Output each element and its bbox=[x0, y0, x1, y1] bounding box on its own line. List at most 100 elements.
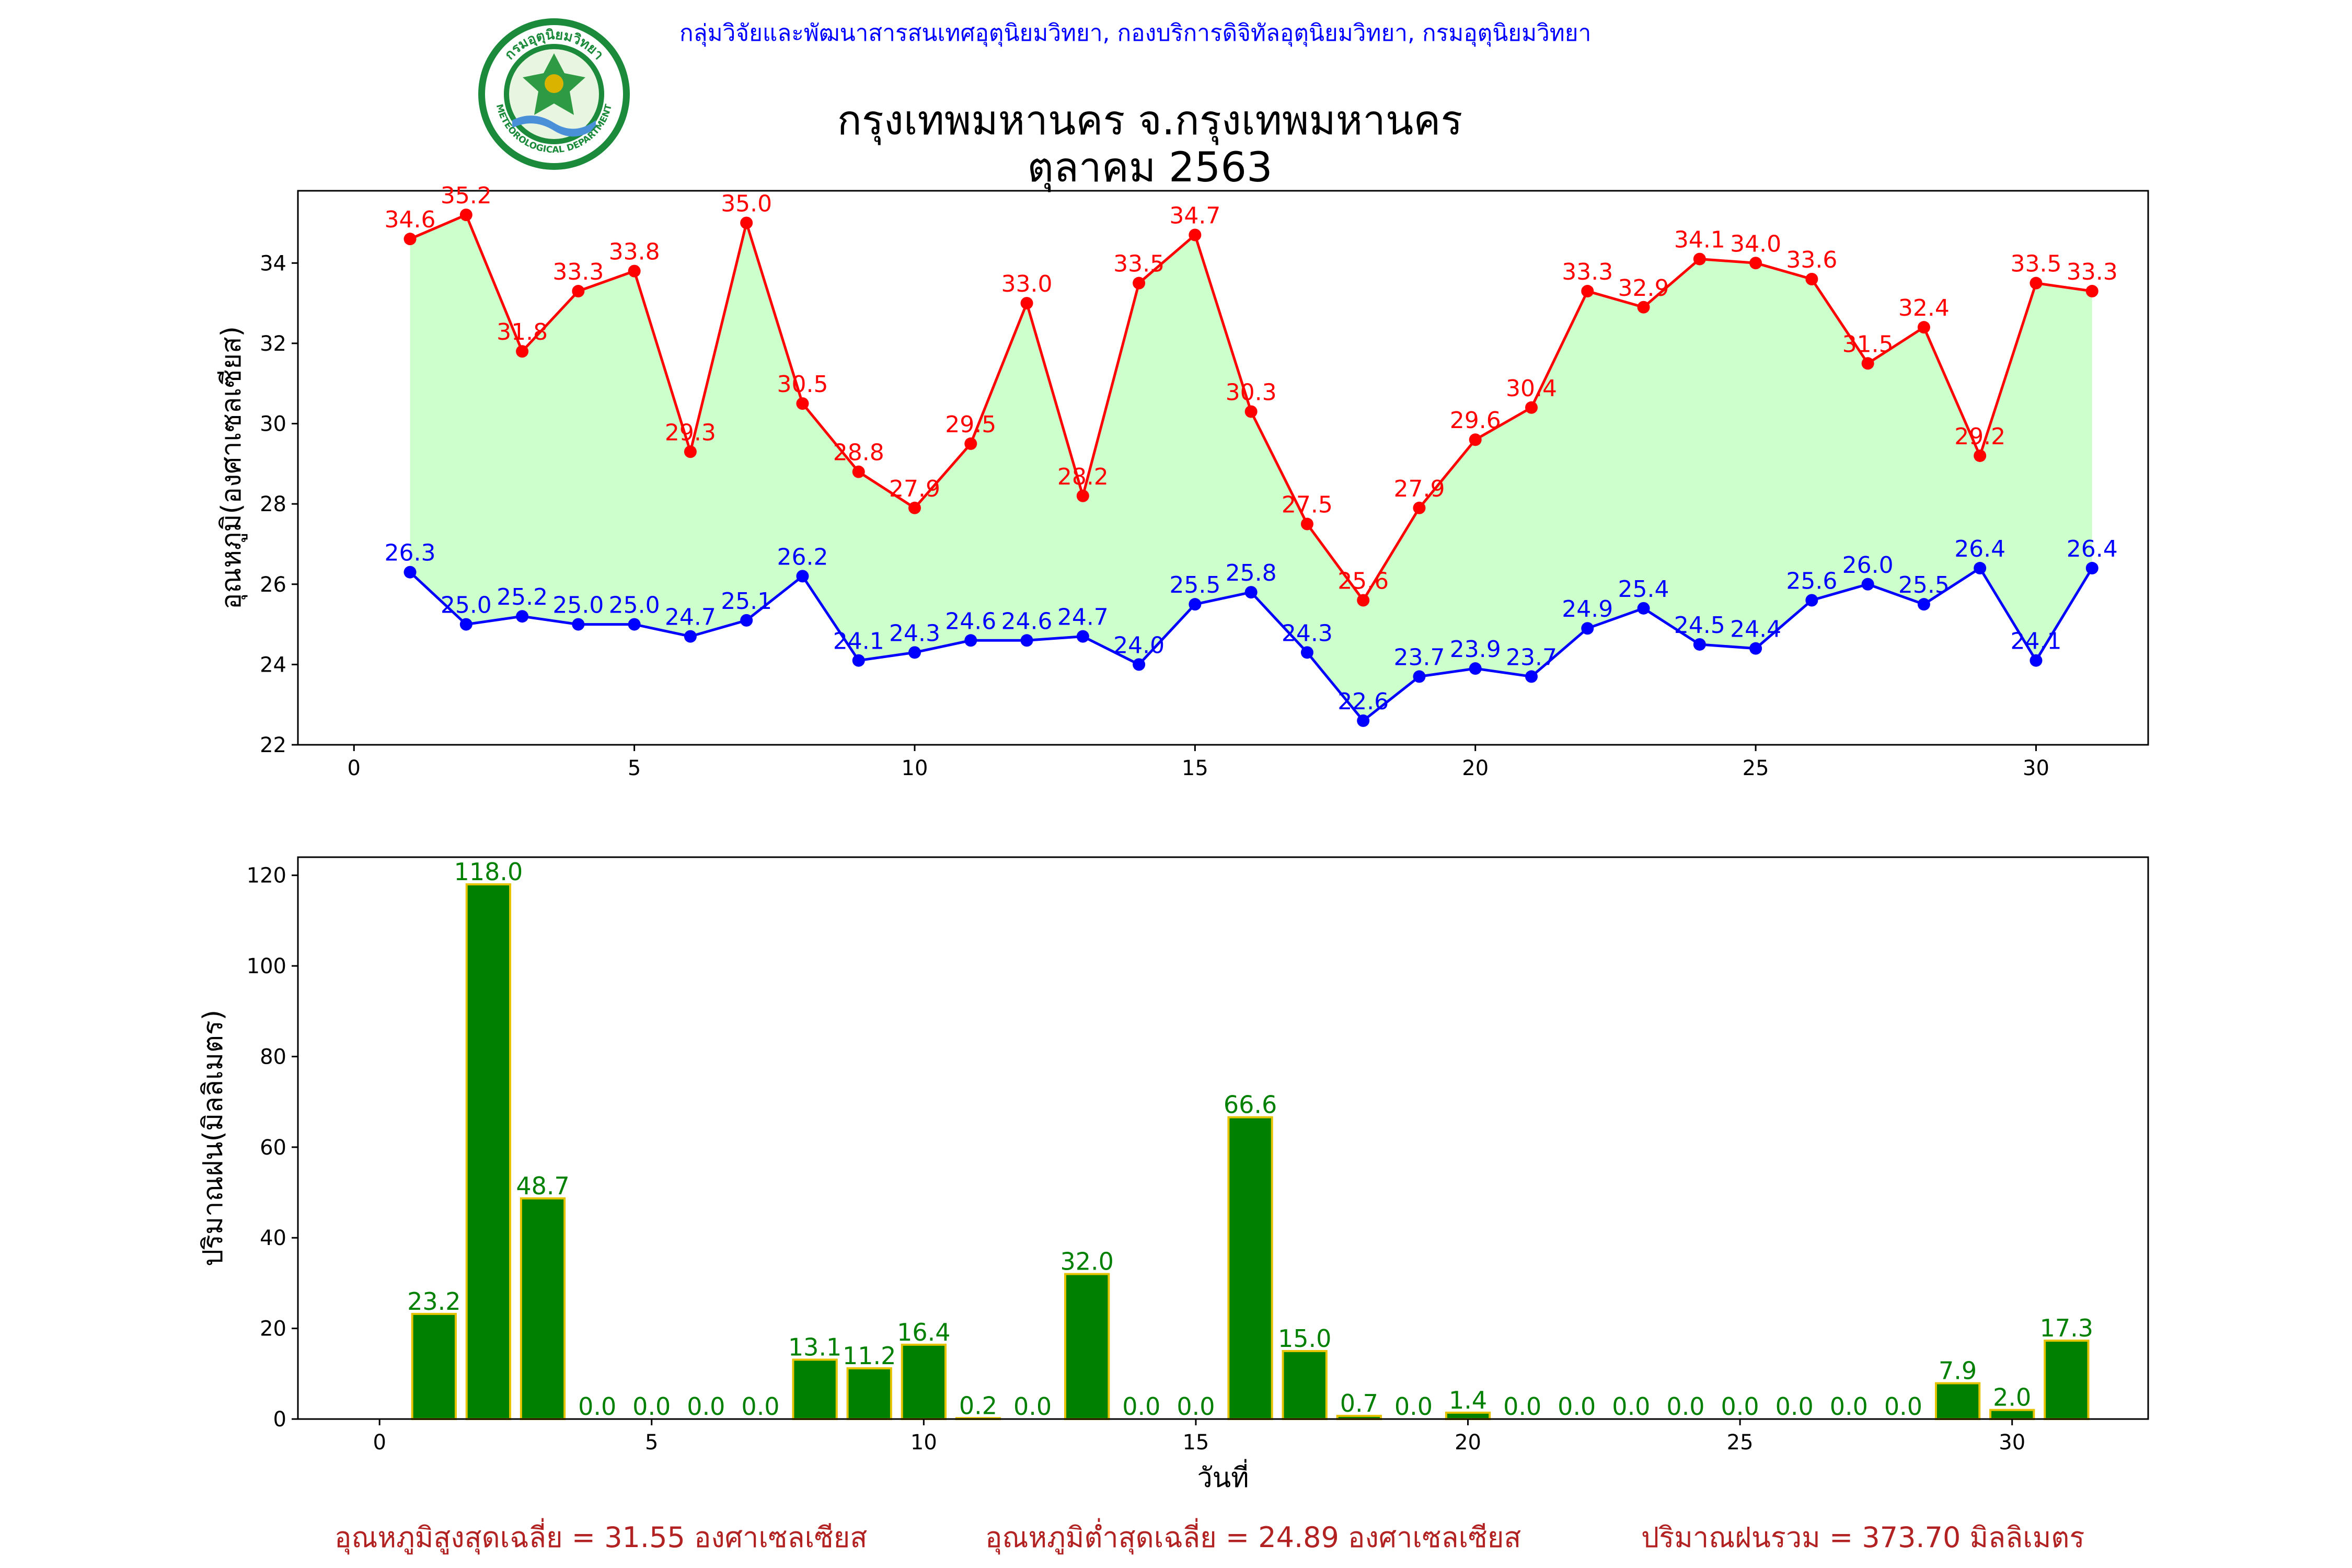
avg-min-temp-text: อุณหภูมิต่ำสุดเฉลี่ย = 24.89 องศาเซลเซีย… bbox=[985, 1521, 1521, 1554]
min-temp-point bbox=[628, 618, 641, 631]
min-temp-label: 24.4 bbox=[1730, 616, 1781, 643]
max-temp-point bbox=[1637, 301, 1650, 314]
max-temp-point bbox=[1749, 257, 1762, 270]
min-temp-point bbox=[1357, 714, 1370, 727]
temperature-range-fill bbox=[410, 215, 2092, 721]
max-temp-label: 34.6 bbox=[385, 206, 436, 233]
max-temp-label: 35.0 bbox=[721, 190, 772, 217]
max-temp-point bbox=[1244, 405, 1258, 418]
rain-bar-label: 0.0 bbox=[1775, 1392, 1814, 1421]
max-temp-label: 31.8 bbox=[497, 319, 548, 345]
x-tick-label: 15 bbox=[1182, 756, 1208, 780]
rain-bar-label: 0.0 bbox=[1503, 1392, 1541, 1421]
min-temp-label: 24.5 bbox=[1674, 612, 1725, 639]
x-axis-label: วันที่ bbox=[1197, 1459, 1249, 1494]
min-temp-point bbox=[1974, 562, 1987, 575]
x-tick-label: 5 bbox=[645, 1431, 658, 1455]
rain-bar-label: 0.0 bbox=[1177, 1392, 1215, 1421]
min-temp-point bbox=[1133, 658, 1146, 671]
y-axis-label: ปริมาณฝน(มิลลิเมตร) bbox=[198, 1010, 229, 1266]
max-temp-point bbox=[1413, 501, 1426, 514]
y-tick-label: 34 bbox=[260, 251, 286, 275]
min-temp-label: 26.3 bbox=[385, 540, 436, 567]
max-temp-label: 30.3 bbox=[1226, 379, 1277, 406]
x-tick-label: 25 bbox=[1727, 1431, 1754, 1455]
min-temp-point bbox=[908, 646, 921, 659]
rain-bar-label: 0.0 bbox=[1830, 1392, 1868, 1421]
max-temp-label: 33.8 bbox=[609, 239, 660, 266]
max-temp-label: 33.6 bbox=[1786, 247, 1837, 273]
max-temp-label: 34.0 bbox=[1730, 230, 1781, 257]
x-tick-label: 20 bbox=[1455, 1431, 1481, 1455]
min-temp-label: 26.4 bbox=[2067, 536, 2118, 562]
rain-bar-label: 0.2 bbox=[959, 1391, 997, 1420]
min-temp-label: 24.6 bbox=[1001, 608, 1053, 635]
max-temp-point bbox=[1917, 321, 1930, 334]
max-temp-label: 32.4 bbox=[1898, 295, 1950, 321]
temperature-chart: 0 5 10 15 20 25 30 22 24 26 28 30 32 34 อุณหภูมิ(องศาเ… bbox=[216, 182, 2149, 780]
max-temp-label: 28.2 bbox=[1057, 464, 1109, 490]
chart-title-month: ตุลาคม 2563 bbox=[1027, 144, 1273, 191]
rain-bar bbox=[520, 1197, 566, 1421]
min-temp-point bbox=[1805, 594, 1818, 607]
min-temp-label: 25.0 bbox=[552, 592, 604, 619]
max-temp-point bbox=[796, 397, 809, 410]
max-temp-label: 33.0 bbox=[1001, 271, 1053, 297]
min-temp-label: 24.7 bbox=[665, 604, 716, 631]
min-temp-point bbox=[1917, 598, 1930, 611]
rain-bar bbox=[2044, 1340, 2090, 1421]
y-tick-label: 22 bbox=[260, 733, 286, 757]
avg-max-temp-text: อุณหภูมิสูงสุดเฉลี่ย = 31.55 องศาเซลเซีย… bbox=[335, 1521, 868, 1554]
max-temp-point bbox=[628, 264, 641, 278]
max-temp-label: 29.5 bbox=[945, 411, 996, 438]
rain-bar-label: 23.2 bbox=[407, 1287, 460, 1316]
min-temp-point bbox=[403, 566, 417, 579]
min-temp-point bbox=[1076, 630, 1089, 643]
max-temp-point bbox=[1189, 228, 1202, 241]
max-temp-point bbox=[1300, 517, 1313, 531]
max-temp-point bbox=[964, 437, 977, 450]
max-temp-label: 25.6 bbox=[1338, 568, 1389, 594]
x-tick-label: 30 bbox=[2023, 756, 2049, 780]
max-temp-label: 27.5 bbox=[1282, 492, 1333, 518]
min-temp-label: 25.0 bbox=[441, 592, 492, 619]
rain-bar-label: 66.6 bbox=[1224, 1091, 1277, 1119]
credit-line: กลุ่มวิจัยและพัฒนาสารสนเทศอุตุนิยมวิทยา,… bbox=[679, 20, 1592, 47]
min-temp-label: 25.6 bbox=[1786, 568, 1837, 594]
rain-bar bbox=[1934, 1382, 1981, 1421]
min-temp-point bbox=[516, 610, 529, 623]
rain-bar-label: 0.0 bbox=[578, 1392, 616, 1421]
max-temp-point bbox=[1974, 449, 1987, 462]
x-tick-label: 5 bbox=[628, 756, 641, 780]
min-temp-point bbox=[1525, 670, 1538, 683]
rain-bar-label: 32.0 bbox=[1060, 1248, 1113, 1276]
y-tick-label: 100 bbox=[247, 954, 286, 978]
min-temp-label: 23.7 bbox=[1393, 644, 1445, 671]
rain-bar-label: 0.0 bbox=[1013, 1392, 1052, 1421]
max-temp-point bbox=[1357, 594, 1370, 607]
min-temp-point bbox=[796, 570, 809, 583]
rain-bar bbox=[846, 1367, 892, 1421]
y-tick-label: 24 bbox=[260, 653, 286, 677]
min-temp-label: 24.7 bbox=[1057, 604, 1109, 631]
max-temp-label: 35.2 bbox=[441, 182, 492, 209]
rain-bar-label: 0.0 bbox=[741, 1392, 779, 1421]
min-temp-point bbox=[2085, 562, 2099, 575]
max-temp-point bbox=[1469, 433, 1482, 446]
min-temp-label: 24.1 bbox=[2010, 628, 2061, 655]
max-temp-label: 29.2 bbox=[1954, 423, 2005, 450]
min-temp-label: 22.6 bbox=[1338, 688, 1389, 715]
rain-bar-label: 0.0 bbox=[1122, 1392, 1160, 1421]
max-temp-point bbox=[1805, 272, 1818, 285]
min-temp-label: 25.4 bbox=[1618, 576, 1669, 603]
max-temp-point bbox=[572, 285, 585, 298]
max-temp-label: 30.4 bbox=[1506, 375, 1557, 402]
rain-bar-label: 0.0 bbox=[687, 1392, 725, 1421]
min-temp-point bbox=[1413, 670, 1426, 683]
x-tick-label: 10 bbox=[910, 1431, 937, 1455]
y-axis-label: อุณหภูมิ(องศาเซลเซียส) bbox=[216, 326, 248, 609]
y-tick-label: 20 bbox=[260, 1317, 286, 1341]
rain-bar-label: 0.0 bbox=[632, 1392, 671, 1421]
min-temp-point bbox=[1693, 638, 1706, 651]
